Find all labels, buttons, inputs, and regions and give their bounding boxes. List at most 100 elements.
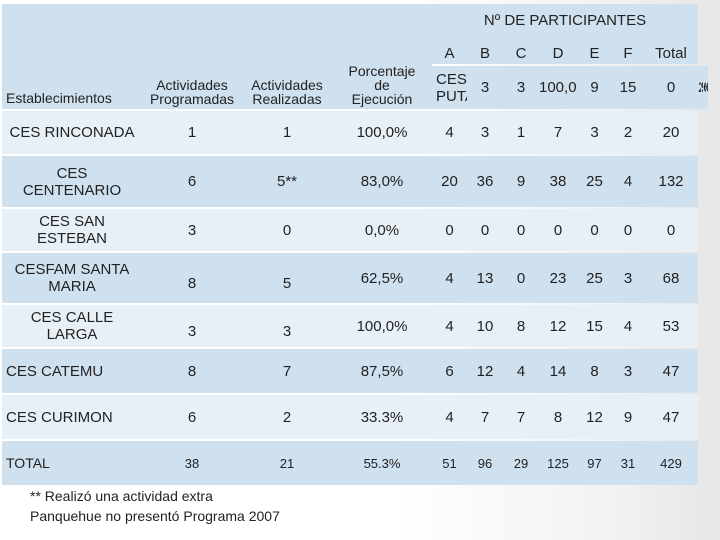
porcentaje-cell: 87,5%: [332, 349, 432, 393]
participants-b-cell: 36: [467, 156, 503, 207]
participants-b-cell: 12: [467, 349, 503, 393]
header-porcentaje: Porcentaje de Ejecución: [332, 4, 432, 109]
programadas-cell: 8: [142, 253, 242, 303]
header-col-a: A: [444, 45, 455, 62]
participants-f-cell: 4: [612, 305, 644, 347]
participants-f-cell: 6: [703, 66, 706, 109]
table-row: CES CATEMU 8 7 87,5% 6 12 4 14 8 3 47: [2, 349, 708, 393]
participants-c-cell: 0: [503, 253, 539, 303]
participants-c-cell: 9: [503, 156, 539, 207]
participants-a-cell: 6: [432, 349, 467, 393]
total-row: TOTAL 38 21 55.3% 51 96 29 125 97 31 429: [2, 441, 708, 485]
participants-d-cell: 12: [539, 305, 577, 347]
header-participantes-group: Nº DE PARTICIPANTES A B C D E F Total: [432, 4, 698, 64]
programadas-cell: 8: [142, 349, 242, 393]
participants-d-cell: 23: [698, 66, 701, 109]
participants-total-cell: 47: [644, 349, 698, 393]
participants-total-cell: 47: [644, 395, 698, 439]
participants-b-cell: 0: [467, 209, 503, 251]
header-porcentaje-line: Ejecución: [351, 91, 413, 107]
participants-e-cell: 97: [577, 441, 612, 485]
establecimiento-name: CES PUTAENDO: [432, 66, 467, 109]
participants-e-cell: 25: [577, 253, 612, 303]
participants-e-cell: 25: [577, 156, 612, 207]
programadas-cell: 6: [142, 156, 242, 207]
participants-total-cell: 53: [644, 305, 698, 347]
header-participantes: Nº DE PARTICIPANTES: [483, 12, 647, 29]
porcentaje-cell: 100,0%: [539, 66, 577, 109]
header-col-d: D: [552, 45, 564, 62]
participants-a-cell: 0: [432, 209, 467, 251]
establecimiento-name: CES SAN ESTEBAN: [2, 209, 142, 251]
header-col-c: C: [515, 45, 527, 62]
participants-total-cell: 62: [705, 66, 708, 109]
participants-d-cell: 23: [539, 253, 577, 303]
participants-b-cell: 15: [612, 66, 644, 109]
participants-f-cell: 3: [612, 253, 644, 303]
realizadas-cell: 7: [242, 349, 332, 393]
realizadas-cell: 0: [242, 209, 332, 251]
participants-f-cell: 3: [612, 349, 644, 393]
participants-c-cell: 0: [644, 66, 698, 109]
realizadas-cell: 21: [242, 441, 332, 485]
header-realizadas-line: Realizadas: [252, 91, 322, 107]
establecimiento-name: TOTAL: [2, 441, 142, 485]
header-porcentaje-line: de: [374, 77, 390, 93]
participants-total-cell: 132: [644, 156, 698, 207]
participants-a-cell: 20: [432, 156, 467, 207]
porcentaje-cell: 62,5%: [332, 253, 432, 303]
participants-f-cell: 0: [612, 209, 644, 251]
realizadas-cell: 1: [242, 111, 332, 154]
participants-b-cell: 10: [467, 305, 503, 347]
participants-e-cell: 15: [577, 305, 612, 347]
participants-f-cell: 9: [612, 395, 644, 439]
porcentaje-cell: 33.3%: [332, 395, 432, 439]
participants-c-cell: 7: [503, 395, 539, 439]
participants-b-cell: 7: [467, 395, 503, 439]
participants-a-cell: 4: [432, 253, 467, 303]
programadas-cell: 3: [142, 305, 242, 347]
participants-d-cell: 7: [539, 111, 577, 154]
porcentaje-cell: 100,0%: [332, 111, 432, 154]
participants-a-cell: 4: [432, 395, 467, 439]
participants-b-cell: 3: [467, 111, 503, 154]
participants-c-cell: 29: [503, 441, 539, 485]
participants-c-cell: 4: [503, 349, 539, 393]
table-row: CES CALLE LARGA 3 3 100,0% 4 10 8 12 15 4 53: [2, 305, 708, 347]
participants-d-cell: 14: [539, 349, 577, 393]
participants-total-cell: 429: [644, 441, 698, 485]
establecimiento-name: CES CENTENARIO: [2, 156, 142, 207]
programadas-cell: 3: [142, 209, 242, 251]
table-row: CES RINCONADA 1 1 100,0% 4 3 1 7 3 2 20: [2, 111, 708, 154]
participants-a-cell: 51: [432, 441, 467, 485]
participation-table: Establecimientos Actividades Programadas…: [2, 2, 708, 487]
participants-f-cell: 4: [612, 156, 644, 207]
participants-e-cell: 8: [577, 349, 612, 393]
footnotes: ** Realizó una actividad extra Panquehue…: [30, 486, 280, 526]
participants-c-cell: 8: [503, 305, 539, 347]
programadas-cell: 3: [467, 66, 503, 109]
participants-d-cell: 0: [539, 209, 577, 251]
participants-e-cell: 9: [700, 66, 703, 109]
participants-b-cell: 96: [467, 441, 503, 485]
realizadas-cell: 3: [503, 66, 539, 109]
footnote-extra-activity: ** Realizó una actividad extra: [30, 488, 213, 504]
table-row: CES PUTAENDO33100,0%9150239662: [2, 66, 708, 109]
participants-total-cell: 68: [644, 253, 698, 303]
header-col-total: Total: [655, 45, 687, 62]
establecimiento-name: CES CALLE LARGA: [2, 305, 142, 347]
header-programadas-line: Actividades: [156, 77, 228, 93]
header-col-e: E: [589, 45, 600, 62]
header-col-f: F: [623, 45, 633, 62]
porcentaje-cell: 55.3%: [332, 441, 432, 485]
porcentaje-cell: 0,0%: [332, 209, 432, 251]
realizadas-cell: 3: [242, 305, 332, 347]
participants-c-cell: 1: [503, 111, 539, 154]
header-row: Establecimientos Actividades Programadas…: [2, 4, 708, 109]
participants-total-cell: 20: [644, 111, 698, 154]
participants-b-cell: 13: [467, 253, 503, 303]
participant-column-letters: A B C D E F Total: [432, 45, 698, 62]
participants-f-cell: 31: [612, 441, 644, 485]
participants-f-cell: 2: [612, 111, 644, 154]
realizadas-cell: 5**: [242, 156, 332, 207]
